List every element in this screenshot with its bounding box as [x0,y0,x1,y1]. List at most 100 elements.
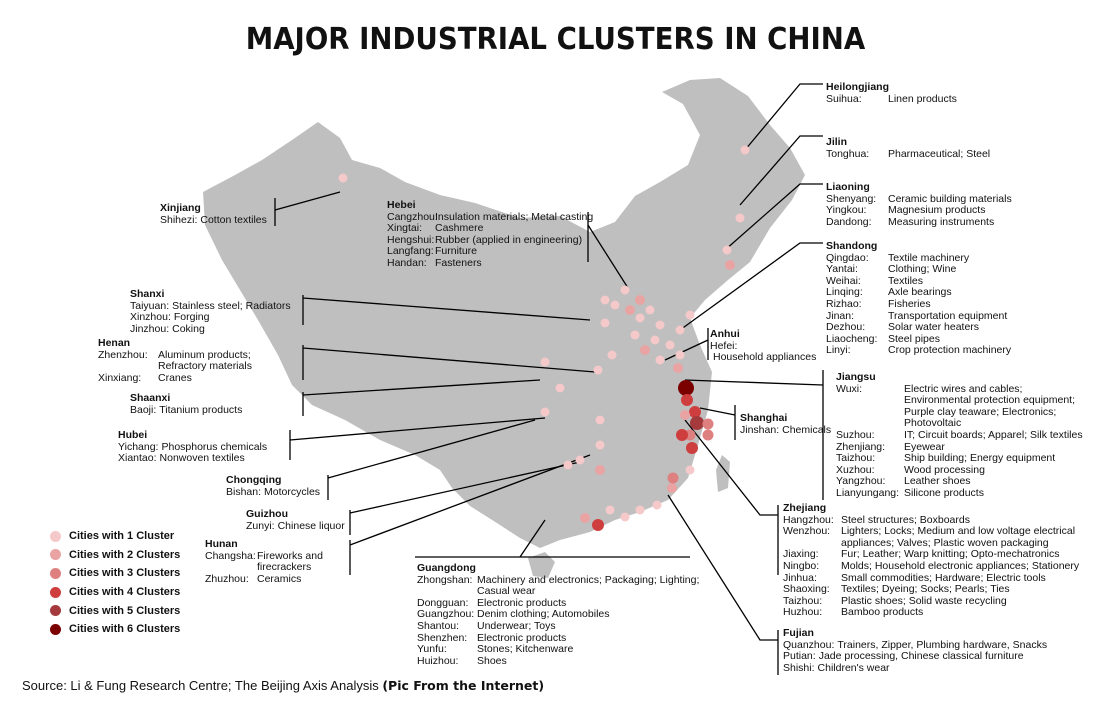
city-name: Jiaxing: [783,548,819,561]
city-industries: Measuring instruments [888,215,995,228]
city-industries: Stainless steel; Radiators [172,299,291,312]
city-row: Yantai: Clothing; Wine [826,264,1026,276]
legend-dot-icon [50,549,61,561]
cluster-dot-1 [740,145,750,155]
city-name: Shaoxing: [783,583,830,596]
city-name: Jinshan: [740,423,780,436]
province-jilin: Jilin Tonghua: Pharmaceutical; Steel [826,136,1026,160]
province-name: Xinjiang [160,202,201,214]
city-industries: Electric wires and cables; Environmental… [904,382,1076,430]
city-name: Shenzhen: [417,631,468,644]
city-row: Xiantao: Nonwoven textiles [118,453,288,465]
city-industries: Household appliances [713,351,817,364]
province-name: Hubei [118,429,148,441]
city-industries: Electronic products [477,596,567,609]
city-name: Taizhou: [836,452,876,465]
leader-line [664,328,709,361]
cluster-dot-1 [595,415,605,425]
province-name: Heilongjiang [826,81,889,93]
city-row: Dandong: Measuring instruments [826,215,1026,229]
city-row: Shaoxing: Textiles; Dyeing; Socks; Pearls… [783,584,1088,596]
province-name: Jiangsu [836,371,876,383]
city-name: Xingtai: [387,222,423,235]
province-name: Hebei [387,199,416,211]
city-row: Quanzhou: Trainers, Zipper, Plumbing hard… [783,639,1083,652]
city-industries: Cashmere [435,222,484,235]
city-industries: Motorcycles [264,485,321,498]
city-name: Suzhou: [836,428,875,441]
city-row: Xinxiang: Cranes [98,371,298,385]
city-industries: Jade processing, Chinese classical furni… [818,650,1024,663]
city-row: Langfang: Furniture [387,246,597,258]
province-name: Liaoning [826,181,870,193]
province-shanghai: Shanghai Jinshan: Chemicals [740,412,850,437]
legend-label: Cities with 6 Clusters [69,623,181,636]
cluster-dot-1 [722,245,732,255]
city-industries: Silicone products [904,486,984,499]
city-industries: Ceramic building materials [888,192,1012,205]
cluster-dot-1 [540,357,550,367]
cluster-dot-4 [592,519,604,531]
province-fujian: Fujian Quanzhou: Trainers, Zipper, Plumbin… [783,627,1083,674]
city-name: Jinan: [826,309,855,322]
cluster-dot-4 [686,442,698,454]
city-industries: Underwear; Toys [477,619,556,632]
city-name: Xinzhou: [130,311,171,324]
city-name: Dongguan: [417,596,469,609]
province-shaanxi: Shaanxi Baoji: Titanium products [130,392,250,417]
city-name: Zhuzhou: [205,572,249,585]
city-name: Putian: [783,650,816,663]
province-name: Chongqing [226,474,282,486]
cluster-dot-1 [735,213,745,223]
cluster-dot-1 [338,173,348,183]
city-name: Lianyungang: [836,486,900,499]
legend-label: Cities with 4 Clusters [69,586,181,599]
cluster-dot-1 [620,512,630,522]
city-row: Xingtai: Cashmere [387,223,597,235]
legend-item: Cities with 2 Clusters [50,546,180,565]
city-industries: Machinery and electronics; Packaging; Li… [477,573,700,598]
province-name: Guangdong [417,562,476,574]
city-name: Linqing: [826,286,863,299]
legend-label: Cities with 5 Clusters [69,604,181,617]
leader-line [349,461,581,535]
province-name: Shanghai [740,412,788,424]
leader-line [739,135,823,206]
city-industries: Axle bearings [888,286,952,299]
city-name: Linyi: [826,344,851,357]
city-row: Baoji: Titanium products [130,404,250,417]
city-row: Shenzhen: Electronic products [417,631,707,645]
city-row: Jinzhou: Coking [130,323,300,336]
city-row: Liaocheng: Steel pipes [826,333,1026,346]
city-name: Shishi: [783,661,815,674]
city-name: Cangzhou: [387,210,438,223]
cluster-dot-1 [630,330,640,340]
province-name: Zhejiang [783,502,827,514]
city-industries: Magnesium products [888,204,986,217]
cluster-dot-1 [600,318,610,328]
city-name: Zhenzhou: [98,348,148,361]
province-liaoning: Liaoning Shenyang: Ceramic building materi… [826,181,1026,229]
city-name: Xiantao: [118,452,157,465]
city-row: Jinshan: Chemicals [740,423,850,437]
city-industries: Cranes [158,371,192,384]
city-row: Ningbo: Molds; Household electronic appli… [783,560,1088,573]
city-name: Hefei: [710,339,738,352]
legend-item: Cities with 1 Cluster [50,527,180,546]
city-row: Suzhou: IT; Circuit boards; Apparel; Silk… [836,428,1086,442]
city-industries: Transportation equipment [888,309,1008,322]
leader-line [679,242,823,331]
province-name: Jilin [826,136,848,148]
city-industries: Aluminum products; Refractory materials [158,348,252,373]
cluster-dot-5 [690,416,704,430]
city-name: Yingkou: [826,204,867,217]
cluster-dot-1 [635,505,645,515]
city-industries: Crop protection machinery [888,344,1012,357]
source-text: Source: Li & Fung Research Centre; The B… [22,678,383,693]
city-row: Taiyuan: Stainless steel; Radiators [130,299,300,313]
province-xinjiang: Xinjiang Shihezi: Cotton textiles [160,202,280,226]
cluster-dot-2 [635,295,645,305]
city-industries: Wood processing [904,463,985,476]
province-name: Henan [98,337,131,349]
